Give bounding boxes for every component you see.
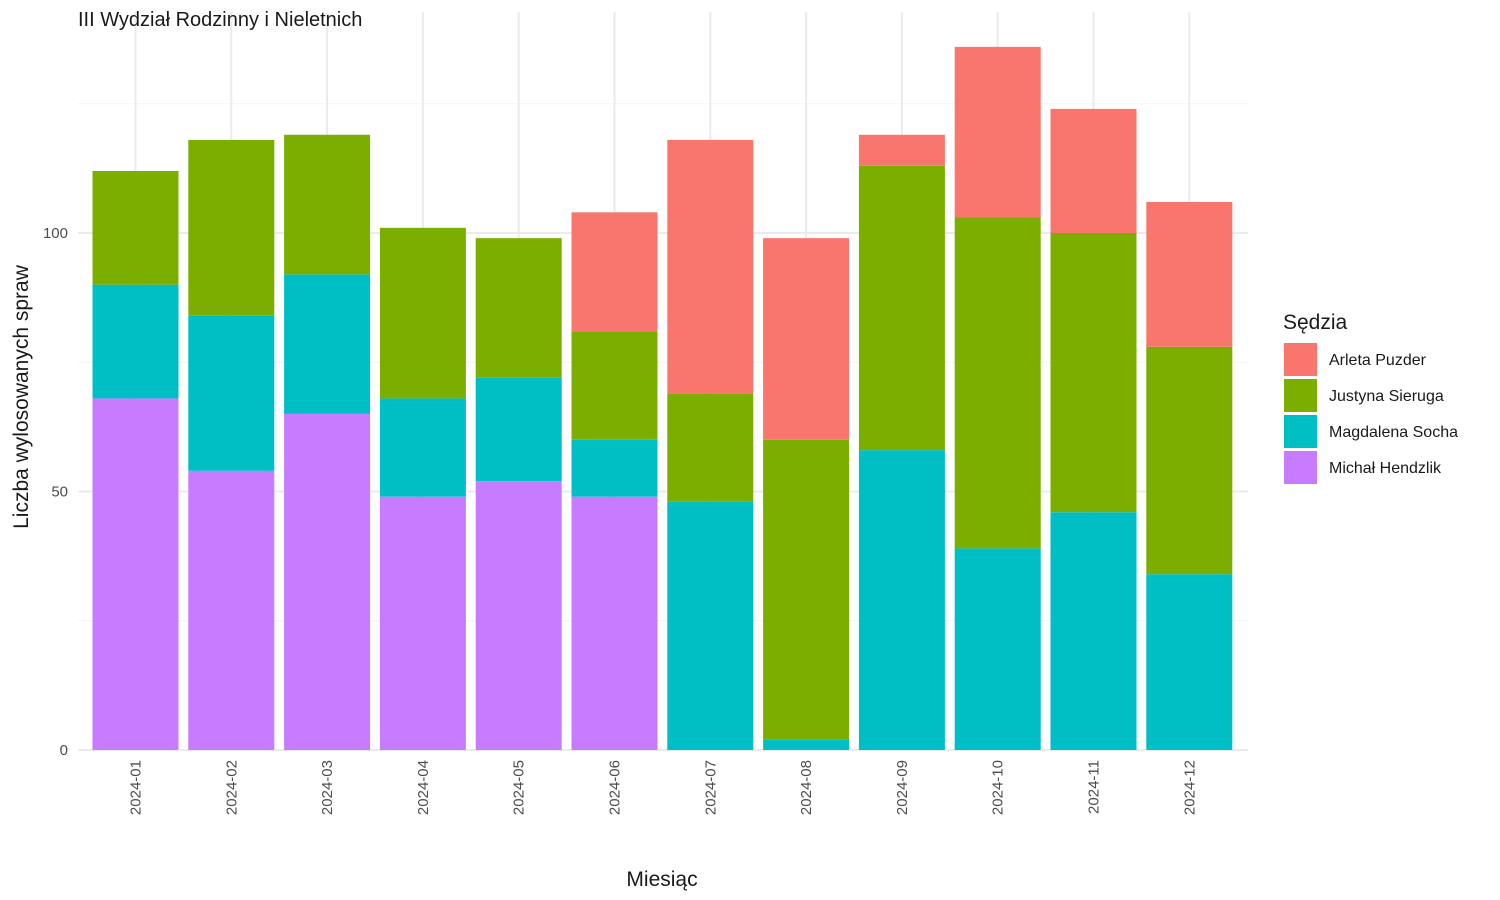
x-tick-label: 2024-12 <box>1181 760 1198 815</box>
bar-segment <box>284 134 371 275</box>
x-tick-label: 2024-11 <box>1086 760 1103 814</box>
bar-segment <box>92 284 179 399</box>
legend-label: Michał Hendzlik <box>1329 460 1442 477</box>
bar-segment <box>667 139 754 394</box>
bar-segment <box>475 377 562 482</box>
bar-segment <box>1146 574 1233 750</box>
legend-label: Justyna Sieruga <box>1329 388 1444 405</box>
legend-label: Arleta Puzder <box>1329 352 1427 369</box>
bar-segment <box>284 274 371 414</box>
bar-segment <box>475 238 562 378</box>
legend-key <box>1284 415 1317 448</box>
x-tick-label: 2024-10 <box>990 760 1007 815</box>
bar-segment <box>1050 233 1137 513</box>
bar-segment <box>475 481 562 750</box>
bar-segment <box>571 212 658 332</box>
bar-segment <box>379 496 466 750</box>
bar-segment <box>1050 512 1137 750</box>
x-tick-label: 2024-06 <box>607 760 624 815</box>
y-tick-label: 0 <box>60 742 68 759</box>
x-tick-label: 2024-03 <box>319 760 336 815</box>
bar-segment <box>188 139 275 316</box>
bar-segment <box>667 393 754 502</box>
bar-segment <box>858 450 945 750</box>
legend: Sędzia Arleta Puzder Justyna Sieruga Magda… <box>1283 311 1458 484</box>
bar-segment <box>571 331 658 440</box>
x-tick-label: 2024-05 <box>511 760 528 815</box>
bars <box>92 46 1233 750</box>
bar-segment <box>571 439 658 497</box>
bar-segment <box>571 496 658 750</box>
x-tick-label: 2024-02 <box>223 760 240 815</box>
bar-segment <box>1146 346 1233 575</box>
legend-title: Sędzia <box>1283 311 1348 334</box>
bar-segment <box>379 398 466 497</box>
bar-segment <box>667 501 754 750</box>
y-axis: 0 50 100 <box>43 225 68 759</box>
chart-title: III Wydział Rodzinny i Nieletnich <box>78 9 362 31</box>
bar-segment <box>284 413 371 750</box>
bar-segment <box>954 548 1041 750</box>
bar-segment <box>954 46 1041 218</box>
bar-segment <box>1050 108 1137 233</box>
bar-segment <box>954 217 1041 549</box>
x-axis: 2024-01 2024-02 2024-03 2024-04 2024-05 2024-… <box>128 760 1199 815</box>
x-tick-label: 2024-07 <box>702 760 719 815</box>
bar-segment <box>379 227 466 399</box>
x-tick-label: 2024-01 <box>128 760 145 815</box>
bar-segment <box>858 134 945 166</box>
x-axis-title: Miesiąc <box>626 868 697 891</box>
x-tick-label: 2024-09 <box>894 760 911 815</box>
bar-segment <box>188 470 275 750</box>
x-tick-label: 2024-04 <box>415 760 432 815</box>
y-tick-label: 50 <box>51 484 68 501</box>
bar-segment <box>763 238 850 440</box>
legend-key <box>1284 451 1317 484</box>
legend-key <box>1284 379 1317 412</box>
bar-segment <box>763 739 850 750</box>
legend-label: Magdalena Socha <box>1329 424 1458 441</box>
y-axis-title: Liczba wylosowanych spraw <box>10 264 33 529</box>
legend-key <box>1284 343 1317 376</box>
x-tick-label: 2024-08 <box>798 760 815 815</box>
bar-segment <box>92 170 179 285</box>
bar-segment <box>92 398 179 750</box>
bar-segment <box>188 315 275 471</box>
y-tick-label: 100 <box>43 225 68 242</box>
bar-segment <box>858 165 945 451</box>
bar-segment <box>1146 201 1233 347</box>
bar-segment <box>763 439 850 740</box>
